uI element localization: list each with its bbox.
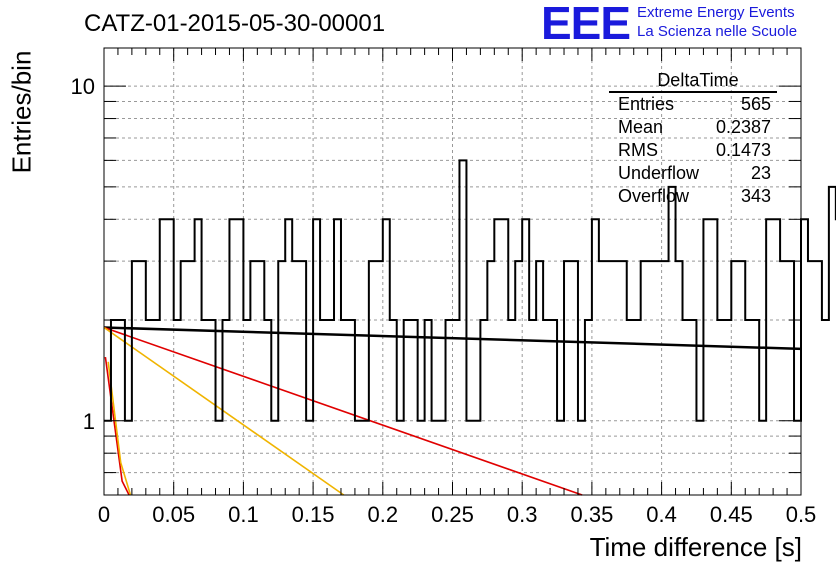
stats-value: 565: [740, 94, 771, 114]
stats-box: DeltaTime Entries 565 Mean 0.2387 RMS 0.…: [609, 70, 777, 208]
histogram-line: [104, 159, 836, 422]
fit-curve-black: [103, 326, 802, 351]
stats-value: 0.1473: [715, 140, 771, 160]
logo-line-2: La Scienza nelle Scuole: [637, 23, 798, 40]
chart-title: CATZ-01-2015-05-30-00001: [84, 10, 386, 37]
x-tick-label: 0.4: [646, 502, 677, 527]
stats-label: Entries: [618, 94, 675, 114]
logo-line-1: Extreme Energy Events: [637, 4, 795, 21]
x-tick-label: 0.05: [152, 502, 195, 527]
y-tick-label: 1: [83, 409, 95, 434]
stats-row-entries: Entries 565: [609, 93, 777, 116]
y-axis-label: Entries/bin: [6, 50, 37, 174]
stats-label: Underflow: [618, 163, 700, 183]
x-tick-label: 0.45: [710, 502, 753, 527]
stats-label: Mean: [618, 117, 664, 137]
stats-title: DeltaTime: [609, 70, 777, 93]
stats-row-overflow: Overflow 343: [609, 185, 777, 208]
x-tick-label: 0.35: [570, 502, 613, 527]
stats-value: 343: [740, 186, 771, 206]
stats-row-mean: Mean 0.2387: [609, 116, 777, 139]
stats-row-rms: RMS 0.1473: [609, 139, 777, 162]
axes: 0 0.05 0.1 0.15 0.2 0.25 0.3 0.35 0.4 0.45 0.5 1 10: [71, 48, 817, 527]
x-tick-label: 0.2: [368, 502, 399, 527]
histogram: [104, 159, 836, 422]
x-tick-label: 0: [98, 502, 110, 527]
y-tick-label: 10: [71, 74, 95, 99]
stats-value: 23: [750, 163, 771, 183]
fit-curve-orange: [107, 361, 132, 496]
stats-value: 0.2387: [715, 117, 771, 137]
eee-logo: EEE: [541, 0, 631, 49]
fit-curve-orange: [103, 326, 345, 496]
x-tick-label: 0.3: [507, 502, 538, 527]
x-axis-label: Time difference [s]: [589, 532, 802, 562]
stats-row-underflow: Underflow 23: [609, 162, 777, 185]
fit-curve-red: [103, 326, 583, 496]
stats-label: RMS: [618, 140, 658, 160]
stats-label: Overflow: [618, 186, 690, 206]
x-tick-label: 0.5: [786, 502, 817, 527]
x-tick-label: 0.1: [228, 502, 259, 527]
x-tick-label: 0.25: [431, 502, 474, 527]
x-tick-label: 0.15: [292, 502, 335, 527]
